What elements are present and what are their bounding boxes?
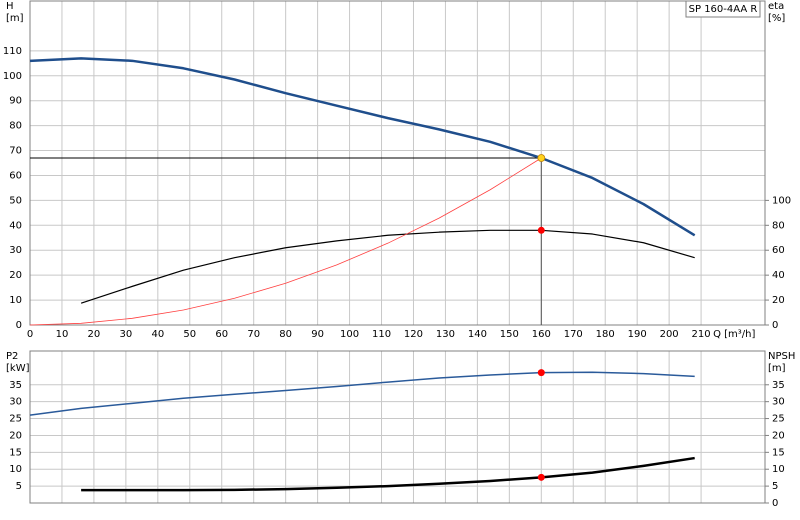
- y-axis-label: P2: [6, 351, 18, 362]
- operating-point: [537, 154, 546, 162]
- y2-tick-label: 100: [772, 195, 791, 206]
- chart-title: SP 160-4AA R: [689, 4, 758, 15]
- title-box: [685, 0, 761, 18]
- y-tick-label: 110: [3, 46, 22, 57]
- y-tick-label: 50: [9, 195, 22, 206]
- x-tick-label: 190: [628, 329, 647, 340]
- y2-tick-label: 80: [772, 220, 785, 231]
- x-tick-label: 70: [247, 329, 260, 340]
- x-axis-label: Q [m³/h]: [713, 329, 755, 340]
- x-tick-label: 200: [660, 329, 679, 340]
- y-tick-label: 15: [9, 447, 22, 458]
- y-tick-label: 20: [9, 430, 22, 441]
- x-tick-label: 120: [404, 329, 423, 340]
- x-tick-label: 210: [692, 329, 711, 340]
- operating-point: [537, 226, 545, 234]
- y-tick-label: 60: [9, 170, 22, 181]
- x-tick-label: 30: [120, 329, 133, 340]
- y2-axis-unit: [m]: [768, 363, 786, 374]
- y2-tick-label: 0: [772, 320, 778, 331]
- plot-frame: [29, 0, 766, 326]
- y2-axis-label: NPSH: [768, 351, 795, 362]
- curve: [80, 229, 695, 304]
- y2-tick-label: 15: [772, 447, 785, 458]
- y-tick-label: 40: [9, 220, 22, 231]
- plot-frame: [29, 350, 766, 504]
- x-tick-label: 110: [372, 329, 391, 340]
- x-tick-label: 40: [151, 329, 164, 340]
- y2-tick-label: 20: [772, 295, 785, 306]
- y2-tick-label: 30: [772, 397, 785, 408]
- x-tick-label: 160: [532, 329, 551, 340]
- curve: [29, 371, 695, 416]
- y2-tick-label: 25: [772, 414, 785, 425]
- y-tick-label: 10: [9, 295, 22, 306]
- x-tick-label: 180: [596, 329, 615, 340]
- operating-point: [537, 473, 545, 481]
- y2-tick-label: 20: [772, 430, 785, 441]
- y-tick-label: 25: [9, 414, 22, 425]
- x-tick-label: 60: [215, 329, 228, 340]
- y2-tick-label: 5: [772, 481, 778, 492]
- y-tick-label: 35: [9, 380, 22, 391]
- y2-tick-label: 60: [772, 245, 785, 256]
- x-tick-label: 50: [183, 329, 196, 340]
- y-tick-label: 30: [9, 397, 22, 408]
- curve: [29, 57, 696, 237]
- curve: [81, 456, 695, 492]
- y2-axis-label: eta: [768, 1, 784, 12]
- x-tick-label: 150: [500, 329, 519, 340]
- x-tick-label: 140: [468, 329, 487, 340]
- x-tick-label: 80: [279, 329, 292, 340]
- y-tick-label: 90: [9, 96, 22, 107]
- y-tick-label: 100: [3, 71, 22, 82]
- x-tick-label: 10: [56, 329, 69, 340]
- x-tick-label: 170: [564, 329, 583, 340]
- y-tick-label: 70: [9, 146, 22, 157]
- operating-point: [537, 369, 545, 377]
- y2-tick-label: 40: [772, 270, 785, 281]
- y2-tick-label: 10: [772, 464, 785, 475]
- x-tick-label: 0: [27, 329, 33, 340]
- plot-area: [30, 351, 765, 503]
- y-axis-unit: [m]: [6, 13, 24, 24]
- y-tick-label: 20: [9, 270, 22, 281]
- y-tick-label: 0: [16, 320, 22, 331]
- x-tick-label: 90: [311, 329, 324, 340]
- y2-tick-label: 0: [772, 498, 778, 509]
- plot-area: [30, 1, 765, 325]
- x-tick-label: 130: [436, 329, 455, 340]
- y2-tick-label: 35: [772, 380, 785, 391]
- curve: [29, 157, 542, 326]
- y-axis-label: H: [6, 1, 14, 12]
- y-axis-unit: [kW]: [6, 363, 30, 374]
- y-tick-label: 5: [16, 481, 22, 492]
- x-tick-label: 20: [88, 329, 101, 340]
- y-tick-label: 80: [9, 121, 22, 132]
- y2-axis-unit: [%]: [768, 13, 785, 24]
- y-tick-label: 30: [9, 245, 22, 256]
- x-tick-label: 100: [340, 329, 359, 340]
- y-tick-label: 10: [9, 464, 22, 475]
